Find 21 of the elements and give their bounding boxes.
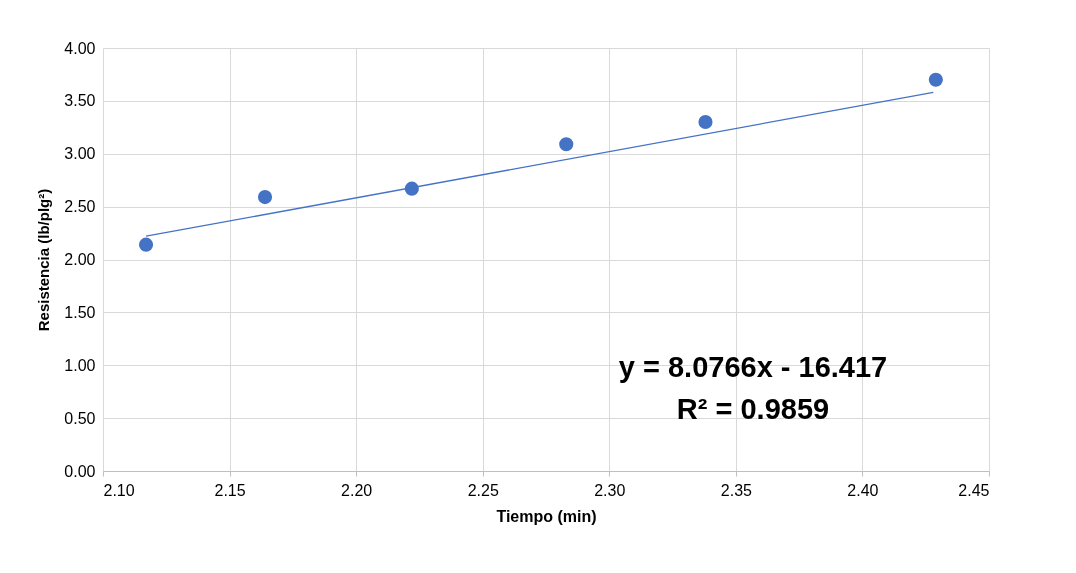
- y-tick-label: 2.50: [64, 198, 96, 216]
- x-axis-title: Tiempo (min): [496, 507, 597, 525]
- x-tick-label: 2.10: [103, 481, 135, 499]
- annotation: y = 8.0766x - 16.417: [618, 351, 888, 383]
- x-tick-label: 2.20: [341, 481, 373, 499]
- y-tick-label: 0.00: [64, 462, 96, 480]
- y-tick-label: 4.00: [64, 39, 96, 57]
- y-tick-label: 1.00: [64, 356, 96, 374]
- x-tick-label: 2.15: [214, 481, 246, 499]
- x-tick-label: 2.25: [467, 481, 499, 499]
- x-tick-label: 2.35: [720, 481, 753, 499]
- y-tick-label: 0.50: [64, 409, 96, 427]
- x-tick-label: 2.45: [958, 481, 990, 499]
- annotation: R² = 0.9859: [676, 393, 830, 425]
- y-axis-title: Resistencia (lb/plg²): [35, 188, 53, 332]
- y-tick-label: 3.50: [64, 92, 96, 110]
- y-tick-label: 2.00: [64, 251, 96, 268]
- x-tick-label: 2.40: [847, 481, 879, 499]
- y-tick-label: 1.50: [64, 303, 96, 321]
- x-tick-label: 2.30: [594, 481, 626, 499]
- y-tick-label: 3.00: [64, 145, 96, 163]
